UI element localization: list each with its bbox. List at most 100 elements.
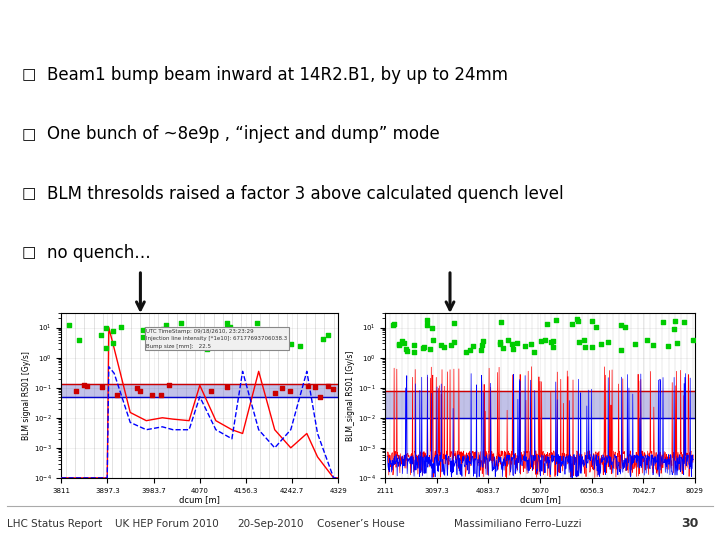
Point — [619, 322, 631, 331]
Point — [602, 338, 613, 346]
Point — [448, 318, 459, 327]
Point — [63, 320, 75, 329]
Point — [221, 382, 233, 391]
Point — [662, 342, 674, 350]
Point — [498, 344, 509, 353]
Text: no quench…: no quench… — [47, 244, 150, 262]
Point — [70, 387, 81, 395]
Point — [519, 342, 531, 350]
Point — [460, 348, 472, 356]
Point — [225, 323, 236, 332]
Point — [445, 341, 456, 349]
Point — [541, 319, 553, 328]
Point — [251, 319, 262, 327]
Point — [448, 338, 459, 347]
Point — [134, 387, 145, 396]
Point — [468, 342, 480, 350]
Point — [276, 383, 288, 392]
Point — [418, 344, 429, 353]
Text: □: □ — [22, 246, 36, 261]
Point — [100, 343, 112, 352]
Point — [421, 315, 433, 324]
Point — [545, 337, 557, 346]
Point — [314, 392, 325, 401]
Point — [687, 336, 698, 345]
Text: One bunch of ~8e9p , “inject and dump” mode: One bunch of ~8e9p , “inject and dump” m… — [47, 125, 439, 144]
Point — [642, 335, 653, 344]
Point — [393, 339, 405, 348]
Point — [615, 346, 626, 354]
Text: UK HEP Forum 2010: UK HEP Forum 2010 — [115, 519, 219, 529]
Point — [285, 340, 297, 348]
Point — [163, 381, 175, 390]
X-axis label: dcum [m]: dcum [m] — [179, 495, 220, 504]
Point — [138, 325, 149, 334]
Point — [464, 346, 476, 355]
Point — [115, 322, 127, 331]
Point — [317, 335, 328, 343]
Point — [132, 383, 143, 392]
Point — [595, 340, 607, 349]
Point — [590, 322, 601, 331]
Point — [424, 344, 436, 353]
Point — [566, 320, 577, 328]
Point — [586, 317, 598, 326]
Point — [616, 320, 627, 329]
Point — [547, 336, 559, 345]
Point — [525, 340, 536, 348]
Point — [536, 336, 547, 345]
Point — [586, 343, 598, 352]
Point — [539, 336, 550, 345]
Text: 30: 30 — [681, 517, 698, 530]
Point — [495, 318, 506, 327]
Point — [657, 318, 669, 327]
Y-axis label: BLM signal RS01 [Gy/s]: BLM signal RS01 [Gy/s] — [22, 351, 31, 440]
Point — [284, 387, 295, 395]
Point — [73, 336, 85, 345]
Point — [327, 385, 338, 394]
Text: BLM thresolds raised a factor 3 above calculated quench level: BLM thresolds raised a factor 3 above ca… — [47, 185, 564, 203]
Point — [100, 323, 112, 332]
Text: Massimiliano Ferro-Luzzi: Massimiliano Ferro-Luzzi — [454, 519, 581, 529]
Point — [506, 340, 518, 348]
Point — [647, 341, 658, 349]
Point — [111, 391, 122, 400]
Point — [671, 339, 683, 347]
Point — [182, 335, 194, 344]
Point — [668, 325, 680, 333]
Point — [401, 347, 413, 355]
Point — [477, 341, 488, 349]
Point — [422, 320, 433, 329]
Point — [571, 314, 582, 323]
Point — [137, 332, 148, 341]
Point — [408, 341, 419, 350]
Text: LHC Status Report: LHC Status Report — [7, 519, 102, 529]
Point — [511, 339, 523, 348]
Point — [396, 337, 408, 346]
Text: 20-Sep-2010: 20-Sep-2010 — [238, 519, 304, 529]
Point — [322, 382, 333, 390]
Point — [408, 348, 420, 356]
Point — [222, 319, 233, 327]
Point — [82, 382, 94, 390]
Point — [579, 342, 590, 351]
X-axis label: dcum [m]: dcum [m] — [520, 495, 560, 504]
Point — [427, 336, 438, 345]
Text: □: □ — [22, 68, 36, 83]
Y-axis label: BLM_signal RS01 [Gy/s]: BLM_signal RS01 [Gy/s] — [346, 350, 355, 441]
Text: Beam1 bump beam inward at 14R2.B1, by up to 24mm: Beam1 bump beam inward at 14R2.B1, by up… — [47, 66, 508, 84]
Point — [158, 325, 169, 333]
Point — [302, 382, 313, 390]
Point — [573, 338, 585, 346]
Text: Quench test ,  18-19 sep 2010: Quench test , 18-19 sep 2010 — [11, 11, 388, 32]
Point — [107, 339, 119, 347]
Point — [389, 320, 400, 329]
Point — [578, 336, 590, 345]
Point — [160, 321, 171, 329]
Point — [435, 341, 446, 349]
Point — [494, 338, 505, 347]
Point — [257, 326, 269, 334]
Point — [309, 382, 320, 391]
Point — [629, 340, 641, 348]
Point — [107, 327, 119, 336]
